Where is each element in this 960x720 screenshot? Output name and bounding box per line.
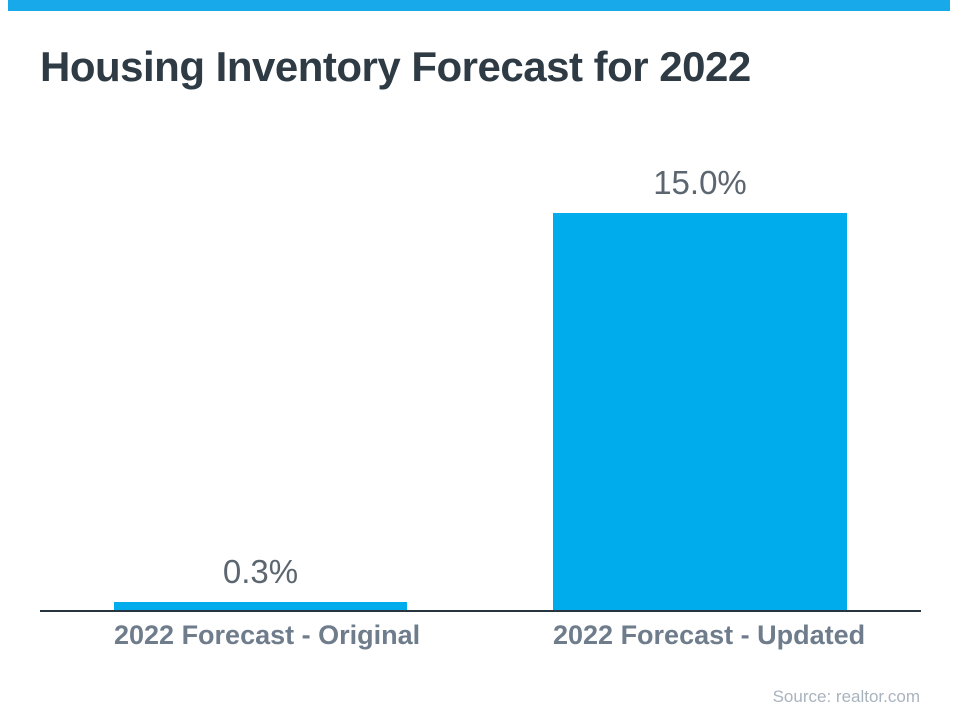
category-label-original: 2022 Forecast - Original [114,620,421,650]
value-label-original: 0.3% [222,553,299,590]
bar-group-updated: 15.0% [553,164,847,610]
source-credit: Source: realtor.com [772,687,920,706]
value-label-updated: 15.0% [653,164,747,201]
category-label-updated: 2022 Forecast - Updated [553,620,866,650]
top-accent-bar [8,0,950,11]
x-axis-line [40,610,921,612]
bar-group-original: 0.3% [114,553,407,610]
chart-title: Housing Inventory Forecast for 2022 [40,43,751,90]
bar-original [114,602,407,610]
bar-updated [553,213,847,610]
